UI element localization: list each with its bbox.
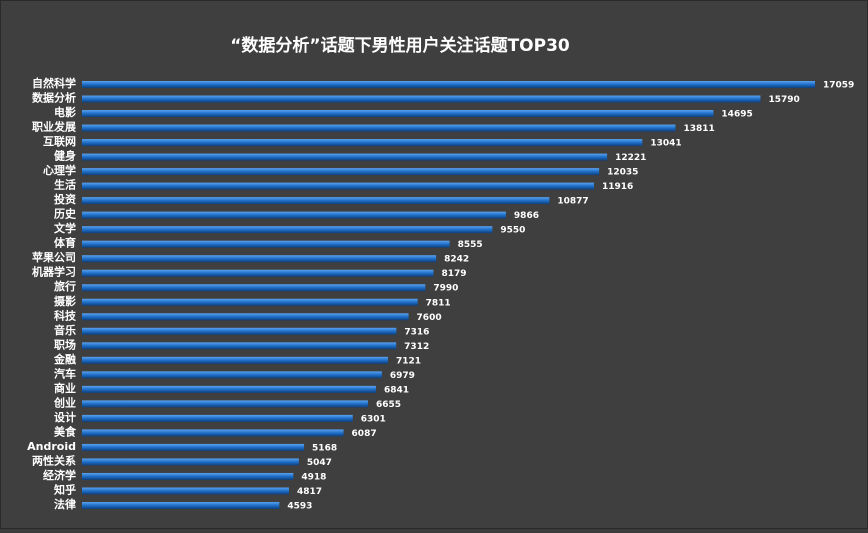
- category-label: 科技: [54, 308, 77, 322]
- bar: [82, 197, 550, 205]
- category-label: 体育: [54, 236, 76, 250]
- value-label: 4593: [287, 502, 312, 512]
- category-label: 音乐: [54, 323, 76, 337]
- bar: [82, 487, 289, 495]
- value-label: 13041: [650, 139, 681, 149]
- category-label: 苹果公司: [32, 250, 76, 264]
- category-label: 创业: [53, 395, 76, 409]
- category-label: 法律: [54, 497, 76, 511]
- category-label: 历史: [54, 207, 77, 221]
- category-label: 文学: [54, 221, 76, 235]
- category-label: 自然科学: [32, 76, 76, 90]
- value-label: 8242: [444, 255, 469, 265]
- category-label: 知乎: [53, 482, 76, 496]
- value-label: 4918: [301, 472, 326, 482]
- value-label: 14695: [721, 110, 752, 120]
- category-label: Android: [27, 440, 76, 453]
- category-label: 投资: [54, 192, 76, 206]
- value-label: 7316: [404, 327, 429, 337]
- category-label: 数据分析: [32, 91, 76, 105]
- bar: [82, 371, 382, 379]
- category-label: 设计: [54, 410, 76, 424]
- bar: [82, 255, 437, 263]
- category-label: 心理学: [43, 163, 76, 177]
- category-label: 职业发展: [32, 120, 77, 134]
- value-label: 6979: [390, 371, 415, 381]
- bar: [82, 168, 600, 176]
- bar: [82, 458, 299, 466]
- bar: [82, 110, 714, 118]
- bar: [82, 211, 506, 219]
- bar: [82, 124, 676, 132]
- bar: [82, 342, 397, 350]
- bar: [82, 429, 344, 437]
- bar: [82, 182, 595, 190]
- bar: [82, 356, 388, 364]
- bar: [82, 240, 450, 248]
- category-label: 两性关系: [32, 453, 76, 467]
- value-label: 7600: [417, 313, 442, 323]
- value-label: 6655: [376, 400, 401, 410]
- bar: [82, 269, 434, 277]
- value-label: 5168: [312, 443, 337, 453]
- category-label: 旅行: [54, 279, 76, 293]
- category-label: 汽车: [54, 366, 76, 380]
- category-label: 经济学: [43, 468, 76, 482]
- value-label: 7121: [396, 356, 421, 366]
- value-label: 4817: [297, 487, 322, 497]
- value-label: 8179: [441, 269, 466, 279]
- value-label: 10877: [557, 197, 588, 207]
- value-label: 5047: [307, 458, 332, 468]
- bar: [82, 400, 368, 408]
- value-label: 13811: [683, 124, 714, 134]
- category-label: 职场: [54, 337, 76, 351]
- value-label: 6301: [361, 414, 386, 424]
- bar: [82, 327, 397, 335]
- value-label: 15790: [768, 95, 799, 105]
- value-label: 8555: [458, 240, 483, 250]
- value-label: 6087: [352, 429, 377, 439]
- value-label: 7811: [426, 298, 451, 308]
- category-label: 商业: [54, 381, 76, 395]
- value-label: 6841: [384, 385, 409, 395]
- bar: [82, 472, 294, 480]
- bar: [82, 284, 426, 292]
- value-label: 11916: [602, 182, 633, 192]
- bar: [82, 414, 353, 422]
- category-label: 摄影: [54, 294, 76, 308]
- category-label: 生活: [54, 178, 76, 192]
- bar: [82, 313, 409, 321]
- category-label: 电影: [54, 105, 76, 119]
- bar: [82, 81, 815, 88]
- bar: [82, 502, 280, 509]
- category-label: 健身: [54, 149, 76, 163]
- bar: [82, 385, 376, 393]
- value-label: 12221: [615, 153, 646, 163]
- bar: [82, 443, 305, 451]
- category-label: 互联网: [43, 134, 76, 148]
- bar: [82, 153, 608, 161]
- value-label: 12035: [607, 168, 638, 178]
- value-label: 9550: [500, 226, 525, 236]
- category-label: 机器学习: [32, 265, 76, 279]
- value-label: 17059: [823, 81, 854, 91]
- value-label: 7312: [404, 342, 429, 352]
- bar: [82, 298, 418, 306]
- bar: [82, 139, 643, 147]
- category-label: 金融: [53, 352, 76, 366]
- category-label: 美食: [54, 424, 77, 438]
- bar: [82, 226, 493, 234]
- value-label: 7990: [433, 284, 458, 294]
- bar: [82, 95, 761, 103]
- chart-title: “数据分析”话题下男性用户关注话题TOP30: [230, 35, 570, 56]
- value-label: 9866: [514, 211, 539, 221]
